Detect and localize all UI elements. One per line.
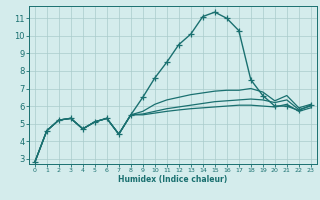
X-axis label: Humidex (Indice chaleur): Humidex (Indice chaleur): [118, 175, 228, 184]
